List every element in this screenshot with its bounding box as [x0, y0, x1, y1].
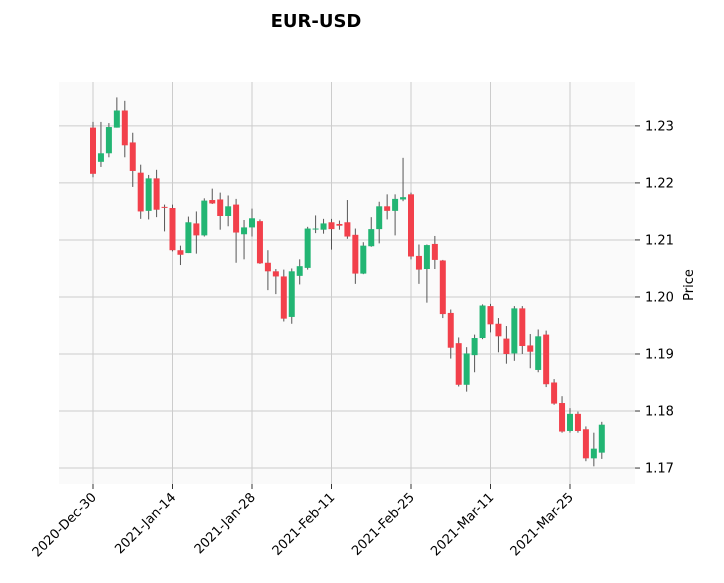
- candle-body: [384, 206, 391, 211]
- candle-body: [447, 312, 454, 348]
- candle-body: [280, 276, 287, 319]
- candle-body: [598, 424, 605, 453]
- candle-body: [217, 199, 224, 216]
- x-tick-label: 2020-Dec-30: [30, 490, 100, 560]
- candle-body: [511, 308, 518, 354]
- candle-body: [408, 194, 414, 257]
- candle-body: [574, 413, 581, 431]
- candle-body: [487, 306, 494, 325]
- candle-body: [129, 142, 136, 171]
- candle-body: [479, 305, 486, 339]
- candle-body: [392, 198, 399, 211]
- candle-body: [495, 323, 502, 337]
- candle-body: [535, 336, 542, 370]
- candle-body: [209, 200, 216, 204]
- y-tick-label: 1.23: [645, 119, 674, 134]
- candle-body: [590, 448, 597, 459]
- candle-body: [145, 178, 152, 211]
- candle-body: [431, 243, 438, 260]
- candle-body: [567, 413, 573, 431]
- candle-body: [137, 172, 144, 212]
- candle-body: [185, 222, 192, 254]
- x-tick-label: 2021-Mar-25: [508, 490, 577, 559]
- candle-body: [376, 206, 383, 230]
- candle-body: [225, 206, 232, 216]
- x-tick-label: 2021-Mar-11: [428, 490, 497, 559]
- candle-body: [551, 382, 558, 404]
- candle-body: [249, 218, 255, 228]
- candle-body: [344, 222, 351, 237]
- y-tick-label: 1.21: [645, 233, 674, 248]
- y-axis-label: Price: [682, 269, 697, 301]
- candle-body: [296, 266, 303, 276]
- candle-body: [233, 204, 240, 233]
- candle-body: [193, 223, 200, 236]
- y-tick-label: 1.17: [645, 462, 674, 477]
- plot-area: [59, 82, 635, 484]
- candle-body: [304, 228, 311, 268]
- candles: [90, 97, 605, 467]
- x-tick-label: 2021-Feb-11: [270, 490, 339, 559]
- candle-body: [241, 227, 248, 235]
- candle-body: [400, 197, 407, 200]
- candle-body: [527, 345, 534, 352]
- candle-body: [368, 229, 375, 247]
- candle-body: [312, 228, 319, 230]
- candle-body: [471, 338, 478, 356]
- candle-body: [161, 206, 168, 208]
- candle-body: [336, 223, 343, 226]
- x-axis: 2020-Dec-30 2021-Jan-14 2021-Jan-28 2021-Fe…: [30, 484, 577, 560]
- x-tick-label: 2021-Feb-25: [349, 490, 418, 559]
- y-tick-label: 1.19: [645, 347, 674, 362]
- candle-body: [97, 153, 104, 162]
- candle-body: [423, 245, 430, 270]
- candle-body: [328, 222, 335, 230]
- candle-body: [352, 234, 359, 274]
- candle-body: [121, 110, 128, 146]
- candle-body: [288, 271, 295, 317]
- candle-body: [455, 343, 462, 385]
- y-axis: 1.17 1.18 1.19 1.20 1.21 1.22 1.23: [635, 119, 674, 477]
- candle-body: [415, 255, 422, 270]
- candle-body: [439, 260, 446, 315]
- candle-body: [201, 200, 208, 236]
- candle-body: [272, 271, 279, 277]
- candle-body: [559, 403, 566, 432]
- candle-body: [463, 353, 470, 385]
- candle-body: [169, 208, 176, 251]
- candle-body: [519, 308, 526, 347]
- y-tick-label: 1.20: [645, 290, 674, 305]
- chart-title: EUR-USD: [270, 11, 362, 32]
- candle-body: [256, 221, 263, 264]
- candle-body: [320, 223, 327, 230]
- candle-body: [582, 429, 589, 459]
- candle-body: [113, 110, 120, 128]
- y-tick-label: 1.22: [645, 176, 674, 191]
- candle-body: [90, 127, 96, 174]
- candle-body: [503, 338, 510, 354]
- x-tick-label: 2021-Jan-28: [192, 490, 259, 557]
- candle-body: [105, 127, 112, 154]
- candle-body: [177, 250, 184, 255]
- x-tick-label: 2021-Jan-14: [112, 490, 179, 557]
- candle-body: [264, 262, 271, 272]
- candle-body: [153, 178, 160, 210]
- y-tick-label: 1.18: [645, 405, 674, 420]
- candle-body: [360, 245, 367, 274]
- candle-body: [543, 334, 550, 385]
